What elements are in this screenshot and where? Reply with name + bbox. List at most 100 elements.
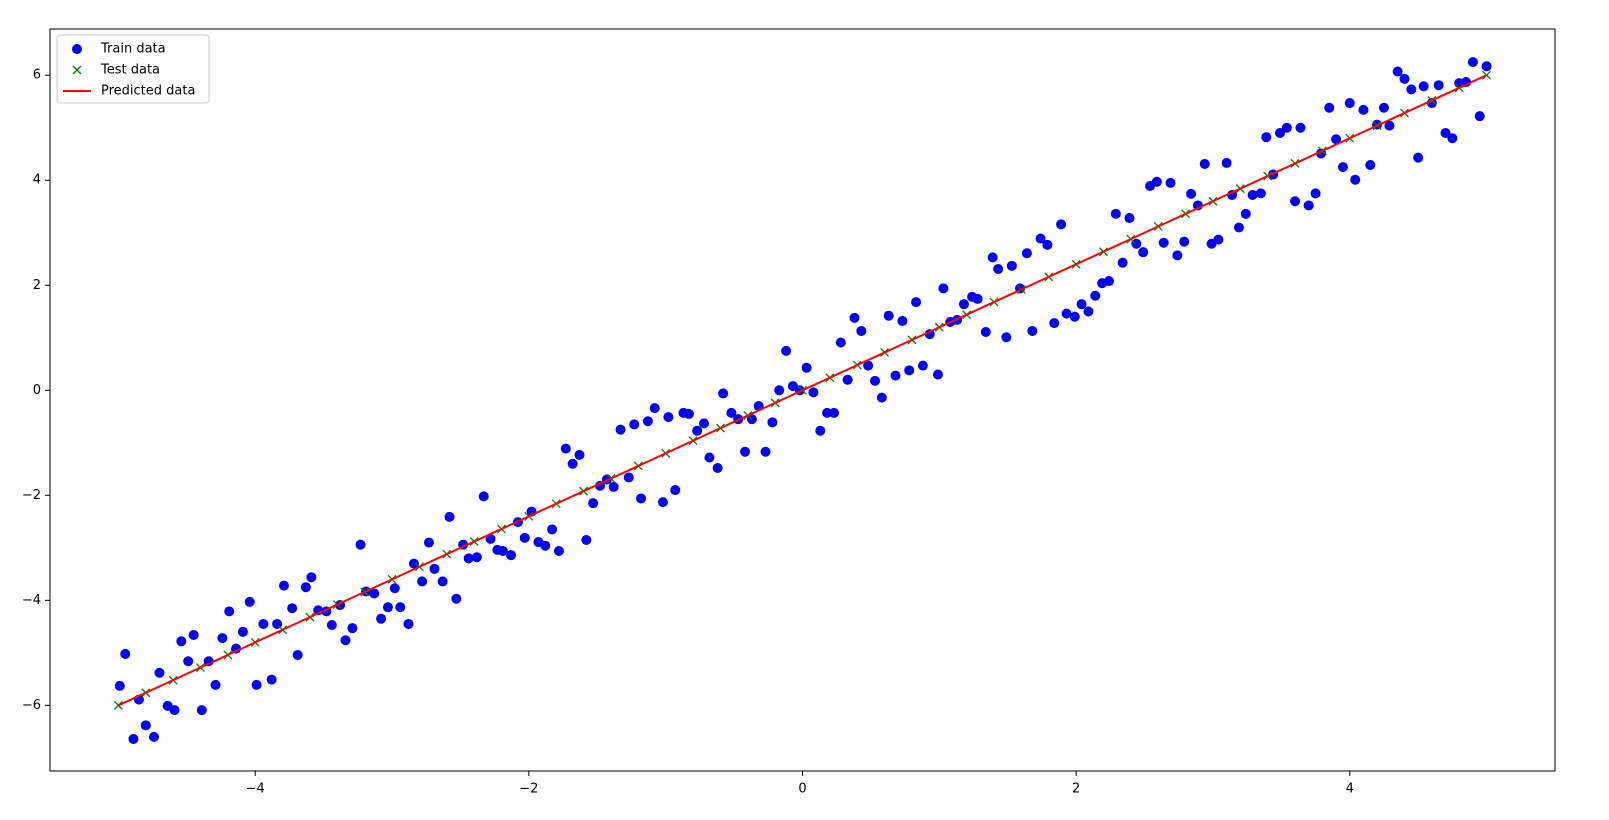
train-point: [876, 392, 887, 403]
train-point: [1365, 160, 1376, 171]
train-point: [712, 463, 723, 474]
train-point: [1447, 133, 1458, 144]
train-point: [1076, 299, 1087, 310]
train-point: [1110, 208, 1121, 219]
train-point: [767, 417, 778, 428]
train-point: [1240, 208, 1251, 219]
train-point: [423, 537, 434, 548]
train-point: [1474, 111, 1485, 122]
train-point: [519, 532, 530, 543]
train-point: [1290, 196, 1301, 207]
train-point: [403, 618, 414, 629]
train-point: [547, 524, 558, 535]
train-point: [408, 558, 419, 569]
train-point: [417, 576, 428, 587]
train-point: [1035, 233, 1046, 244]
train-point: [863, 360, 874, 371]
train-point: [822, 407, 833, 418]
train-point: [726, 407, 737, 418]
legend-label: Predicted data: [101, 84, 195, 99]
y-tick-label: −2: [22, 488, 41, 503]
train-point: [615, 424, 626, 435]
train-point: [1384, 120, 1395, 131]
train-point: [1344, 98, 1355, 109]
train-point: [883, 310, 894, 321]
train-point: [1117, 257, 1128, 268]
x-tick-label: 4: [1346, 782, 1354, 797]
train-point: [1274, 127, 1285, 138]
train-point: [347, 623, 358, 634]
train-point: [196, 705, 207, 716]
train-point: [642, 416, 653, 427]
train-point: [917, 360, 928, 371]
train-point: [395, 602, 406, 613]
train-point: [1069, 311, 1080, 322]
train-point: [1406, 84, 1417, 95]
train-point: [932, 369, 943, 380]
train-point: [993, 263, 1004, 274]
train-point: [897, 315, 908, 326]
train-point: [154, 667, 165, 678]
train-point: [980, 326, 991, 337]
x-tick-label: 2: [1072, 782, 1080, 797]
train-point: [176, 636, 187, 647]
train-point: [1138, 247, 1149, 258]
train-point: [1324, 102, 1335, 113]
train-point: [1001, 332, 1012, 343]
train-point: [1358, 104, 1369, 115]
train-point: [904, 365, 915, 376]
train-point: [1481, 61, 1492, 72]
train-point: [1172, 250, 1183, 261]
train-point: [114, 680, 125, 691]
train-point: [1006, 260, 1017, 271]
y-tick-label: 0: [33, 383, 41, 398]
train-point: [718, 388, 729, 399]
train-point: [1083, 306, 1094, 317]
train-point: [567, 458, 578, 469]
x-tick-label: −4: [246, 782, 265, 797]
train-point: [355, 539, 366, 550]
train-point: [1337, 162, 1348, 173]
train-point: [781, 345, 792, 356]
legend-label: Train data: [100, 42, 166, 57]
legend-marker: [72, 65, 82, 75]
train-point: [471, 552, 482, 563]
train-point: [1247, 189, 1258, 200]
train-point: [1255, 188, 1266, 199]
legend-label: Test data: [100, 63, 160, 78]
train-point: [258, 618, 269, 629]
prediction-line: [117, 74, 1488, 707]
y-tick-label: 4: [33, 173, 41, 188]
train-point: [581, 534, 592, 545]
train-point: [1061, 308, 1072, 319]
train-point: [1310, 188, 1321, 199]
train-point: [188, 629, 199, 640]
y-tick-label: −4: [22, 593, 41, 608]
train-point: [1433, 80, 1444, 91]
train-point: [1042, 239, 1053, 250]
train-point: [1158, 237, 1169, 248]
train-point: [497, 545, 508, 556]
train-point: [292, 649, 303, 660]
train-point: [588, 498, 599, 509]
train-point: [1103, 276, 1114, 287]
train-point: [1261, 132, 1272, 143]
train-point: [623, 472, 634, 483]
train-point: [987, 252, 998, 263]
train-point: [1199, 158, 1210, 169]
train-point: [1227, 189, 1238, 200]
train-point: [120, 648, 131, 659]
train-point: [740, 446, 751, 457]
train-point: [1213, 234, 1224, 245]
train-point: [140, 720, 151, 731]
train-point: [183, 656, 194, 667]
train-point: [1418, 81, 1429, 92]
train-point: [224, 606, 235, 617]
train-point: [251, 679, 262, 690]
plot-frame: [49, 28, 1556, 772]
train-point: [1090, 290, 1101, 301]
train-point: [972, 293, 983, 304]
train-point: [560, 443, 571, 454]
train-point: [244, 596, 255, 607]
